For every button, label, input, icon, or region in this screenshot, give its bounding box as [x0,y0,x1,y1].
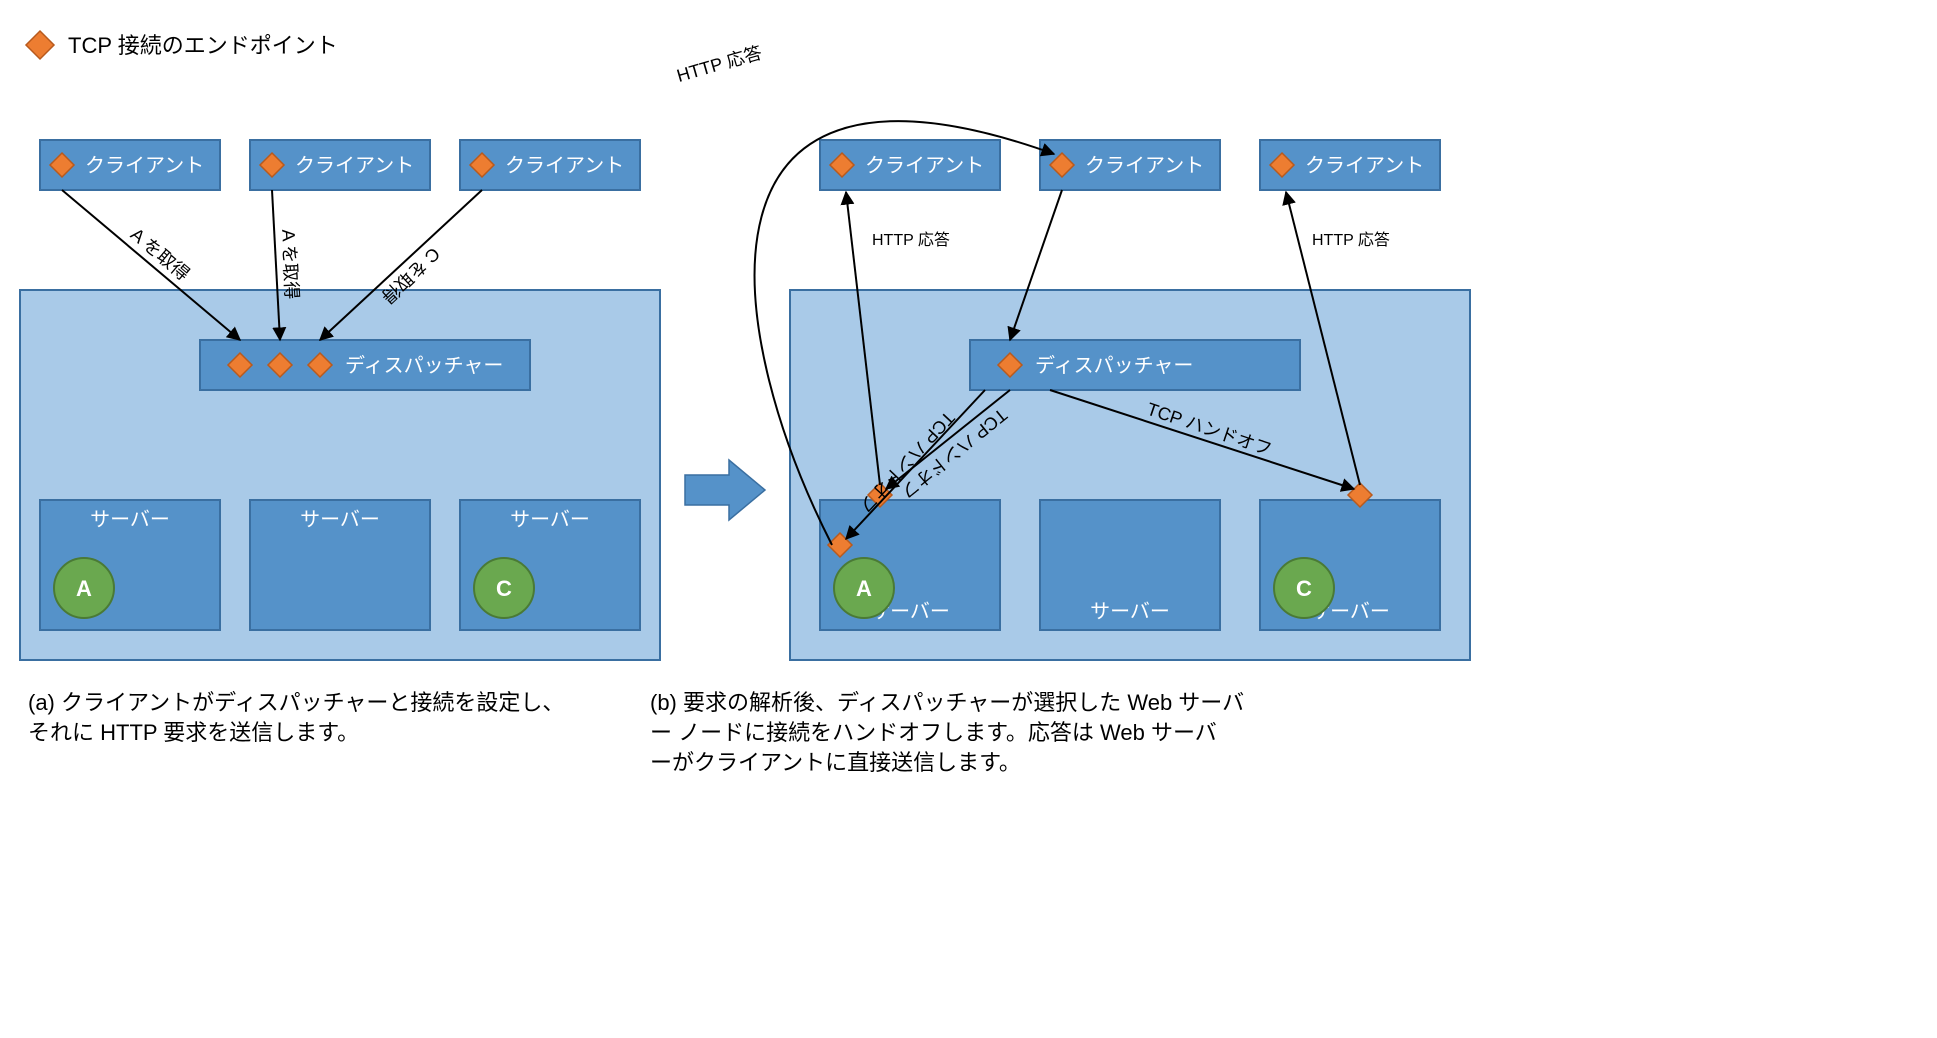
caption-b-line1: (b) 要求の解析後、ディスパッチャーが選択した Web サーバ [650,690,1244,715]
legend-diamond [26,31,54,59]
resource-a-label: A [856,576,872,601]
client-label: クライアント [505,154,624,177]
server-label: サーバー [90,509,170,531]
client-label: クライアント [1305,154,1424,177]
client-label: クライアント [1085,154,1204,177]
caption-a-line2: それに HTTP 要求を送信します。 [28,720,359,745]
client-label: クライアント [85,154,204,177]
server-label: サーバー [1090,601,1170,623]
client-label: クライアント [295,154,414,177]
server-label: サーバー [510,509,590,531]
edge-label: A を取得 [278,229,302,300]
edge-label: HTTP 応答 [1312,231,1390,249]
legend-label: TCP 接続のエンドポイント [68,33,338,58]
resource-c-label: C [1296,576,1312,601]
server-label: サーバー [300,509,380,531]
edge-label: HTTP 応答 [872,231,950,249]
client-label: クライアント [865,154,984,177]
resource-a-label: A [76,576,92,601]
transition-arrow-icon [685,460,765,520]
resource-c-label: C [496,576,512,601]
dispatcher-label: ディスパッチャー [345,354,503,377]
caption-b-line3: ーがクライアントに直接送信します。 [650,750,1021,775]
caption-a-line1: (a) クライアントがディスパッチャーと接続を設定し、 [28,690,564,715]
dispatcher-label: ディスパッチャー [1035,354,1193,377]
caption-b-line2: ー ノードに接続をハンドオフします。応答は Web サーバ [650,720,1217,745]
edge-label: HTTP 応答 [674,43,764,86]
